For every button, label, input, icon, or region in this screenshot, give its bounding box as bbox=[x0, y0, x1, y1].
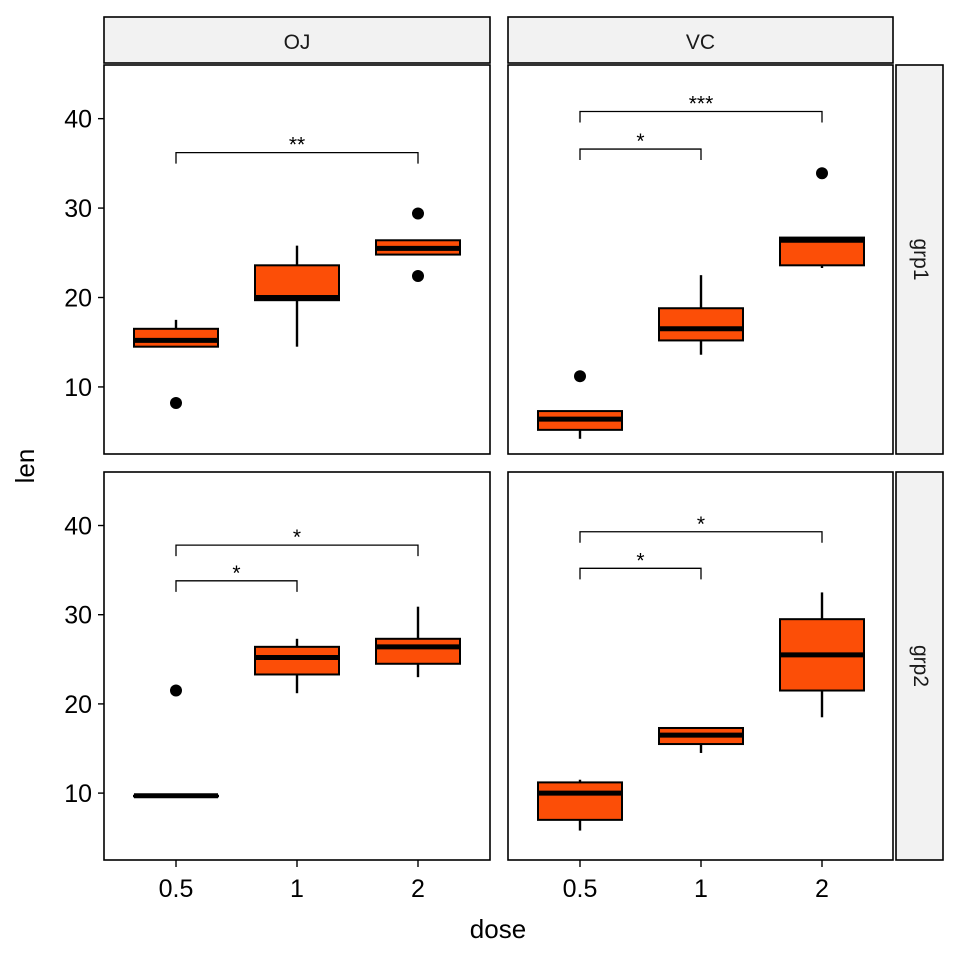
facet-strip-vc: VC bbox=[507, 16, 894, 64]
box-2 bbox=[779, 167, 865, 268]
x-tick-label: 0.5 bbox=[159, 875, 194, 903]
significance-label: * bbox=[232, 562, 240, 585]
box-1 bbox=[658, 275, 744, 355]
facet-strip-label: VC bbox=[686, 31, 715, 54]
facet-strip-grp1: grp1 bbox=[895, 64, 944, 455]
facet-strip-grp2: grp2 bbox=[895, 471, 944, 861]
box-0.5 bbox=[133, 684, 219, 799]
box-0.5 bbox=[133, 319, 219, 410]
comparison-bracket: * bbox=[579, 513, 823, 543]
y-tick-label: 10 bbox=[64, 780, 92, 808]
outlier-point bbox=[170, 397, 182, 410]
comparison-bracket: *** bbox=[579, 93, 823, 123]
facet-strip-box bbox=[895, 64, 944, 455]
box-body bbox=[658, 307, 744, 342]
bracket-line bbox=[579, 110, 823, 123]
comparison-bracket: * bbox=[175, 526, 419, 557]
x-tick-label: 2 bbox=[815, 875, 829, 903]
facet-strip-box bbox=[507, 16, 894, 64]
comparison-bracket: * bbox=[579, 130, 702, 161]
x-tick-label: 1 bbox=[290, 875, 304, 903]
y-tick-label: 30 bbox=[64, 602, 92, 630]
significance-label: * bbox=[697, 513, 705, 536]
bracket-line bbox=[175, 580, 298, 592]
box-body bbox=[133, 327, 219, 348]
box-body bbox=[375, 637, 461, 665]
x-tick-label: 2 bbox=[411, 875, 425, 903]
y-tick-label: 20 bbox=[64, 285, 92, 313]
box-body bbox=[254, 264, 340, 302]
panel-vc-grp1: **** bbox=[507, 64, 894, 455]
box-0.5 bbox=[537, 779, 623, 831]
facet-strip-label: OJ bbox=[284, 31, 311, 54]
box-body bbox=[254, 645, 340, 676]
facet-strip-label: grp2 bbox=[909, 645, 932, 687]
bracket-line bbox=[579, 148, 702, 161]
comparison-bracket: ** bbox=[175, 134, 419, 164]
y-tick-label: 10 bbox=[64, 374, 92, 402]
outlier-point bbox=[170, 684, 182, 697]
x-axis-title: dose bbox=[470, 914, 526, 944]
significance-label: * bbox=[636, 130, 644, 153]
outlier-point bbox=[412, 207, 424, 220]
comparison-bracket: * bbox=[175, 562, 298, 592]
box-0.5 bbox=[537, 370, 623, 439]
bracket-line bbox=[579, 531, 823, 543]
x-tick-label: 0.5 bbox=[563, 875, 598, 903]
facet-strip-box bbox=[103, 16, 491, 64]
panel-oj-grp1: ** bbox=[103, 64, 491, 455]
y-tick-label: 30 bbox=[64, 195, 92, 223]
significance-label: * bbox=[636, 549, 644, 572]
significance-label: ** bbox=[289, 134, 305, 157]
y-tick-label: 40 bbox=[64, 106, 92, 134]
facet-strip-label: grp1 bbox=[909, 238, 932, 280]
significance-label: *** bbox=[689, 93, 714, 116]
box-2 bbox=[375, 606, 461, 678]
significance-label: * bbox=[293, 526, 301, 549]
comparison-bracket: * bbox=[579, 549, 702, 580]
y-tick-label: 40 bbox=[64, 513, 92, 541]
outlier-point bbox=[412, 270, 424, 283]
box-2 bbox=[779, 592, 865, 718]
y-tick-label: 20 bbox=[64, 691, 92, 719]
y-axis-title: len bbox=[10, 449, 40, 484]
bracket-line bbox=[579, 567, 702, 580]
box-2 bbox=[375, 207, 461, 283]
box-1 bbox=[254, 638, 340, 694]
panel-oj-grp2: ** bbox=[103, 471, 491, 861]
facet-strip-oj: OJ bbox=[103, 16, 491, 64]
bracket-line bbox=[175, 544, 419, 557]
bracket-line bbox=[175, 151, 419, 164]
box-1 bbox=[254, 245, 340, 347]
box-body bbox=[537, 781, 623, 821]
x-tick-label: 1 bbox=[694, 875, 708, 903]
outlier-point bbox=[816, 167, 828, 180]
panel-vc-grp2: ** bbox=[507, 471, 894, 861]
outlier-point bbox=[574, 370, 586, 383]
facet-strip-box bbox=[895, 471, 944, 861]
box-1 bbox=[658, 726, 744, 753]
